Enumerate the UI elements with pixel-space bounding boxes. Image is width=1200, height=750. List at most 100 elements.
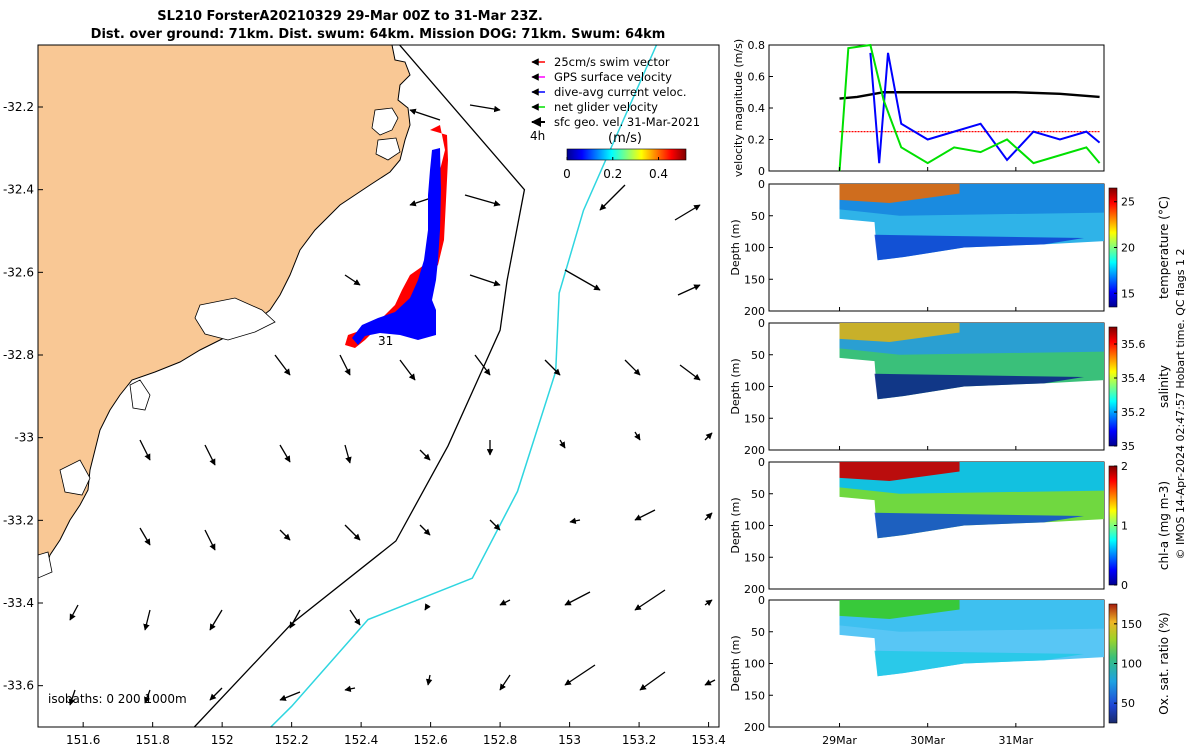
colorbar-tick-label: 0.2: [603, 167, 622, 181]
velocity-y-tick-label: 0.6: [748, 71, 766, 84]
velocity-y-tick-label: 0: [758, 165, 765, 178]
vector-arrow: [144, 689, 151, 704]
colorbar-tick-label: 35.6: [1121, 338, 1146, 351]
vector-arrow: [564, 664, 596, 686]
figure-subtitle: Dist. over ground: 71km. Dist. swum: 64k…: [91, 27, 666, 42]
time-tick-label: 30Mar: [910, 734, 945, 747]
lake: [371, 107, 399, 136]
depth-tick-label: 150: [744, 689, 765, 702]
depth-tick-label: 100: [744, 242, 765, 255]
colorbar-label: Ox. sat. ratio (%): [1157, 612, 1171, 714]
lake: [194, 297, 276, 341]
colorbar-tick-label: 150: [1121, 618, 1142, 631]
velocity-series-line: [839, 91, 1100, 100]
vector-arrow: [204, 529, 216, 551]
vector-arrow: [489, 519, 501, 531]
legend-label: GPS surface velocity: [554, 70, 672, 84]
vector-arrow: [279, 529, 291, 541]
map-y-tick-label: -32.4: [3, 183, 34, 197]
legend-label: sfc geo. vel. 31-Mar-2021: [554, 115, 700, 129]
depth-tick-label: 200: [744, 721, 765, 734]
lake: [129, 379, 151, 411]
vector-arrow: [674, 204, 701, 221]
figure-title: SL210 ForsterA20210329 29-Mar 00Z to 31-…: [157, 9, 543, 24]
lake: [375, 137, 401, 161]
map-x-ticks: 151.6 151.8 152 152.2 152.4 152.6 152.8 153 153.…: [66, 722, 726, 747]
depth-tick-label: 0: [758, 317, 765, 330]
vector-arrow: [704, 679, 716, 686]
swim-vectors-red: [345, 125, 448, 348]
velocity-plot-area: [768, 44, 1105, 172]
depth-tick-label: 50: [751, 349, 765, 362]
map-frame: [37, 44, 720, 728]
colorbar-tick-label: 100: [1121, 658, 1142, 671]
map-x-tick-label: 153.4: [691, 733, 725, 747]
vector-arrow: [564, 269, 601, 291]
section-colorbar: [1108, 326, 1118, 447]
vector-arrow: [677, 284, 701, 296]
section-panel: 0 50 100 150 200 Depth (m) 50 100 150 Ox. sat. ra…: [729, 594, 1171, 734]
vector-arrow: [634, 589, 666, 611]
lake: [59, 459, 91, 496]
arrow-scale-label: 4h: [530, 129, 545, 143]
vector-arrow: [564, 591, 591, 606]
colorbar-tick-label: 2: [1121, 460, 1128, 473]
vector-arrow: [279, 444, 291, 463]
vector-arrow: [704, 512, 713, 521]
depth-tick-label: 50: [751, 626, 765, 639]
vector-arrow: [419, 524, 431, 536]
depth-tick-label: 0: [758, 456, 765, 469]
depth-axis-label: Depth (m): [729, 497, 742, 553]
vector-arrow: [204, 444, 216, 466]
vector-arrow: [68, 689, 76, 706]
velocity-y-ticks: 0 0.2 0.4 0.6 0.8: [748, 39, 773, 178]
colorbar-tick-label: 35.2: [1121, 406, 1146, 419]
depth-tick-label: 200: [744, 444, 765, 457]
map-y-ticks: -32.2 -32.4 -32.6 -32.8 -33 -33.2 -33.4 -33.6: [3, 100, 43, 693]
map-colorbar-ticks: 0 0.2 0.4: [563, 157, 668, 181]
depth-tick-label: 50: [751, 488, 765, 501]
section-data: [839, 323, 960, 343]
map-y-tick-label: -32.6: [3, 265, 34, 279]
vector-arrow: [634, 431, 641, 441]
map-x-tick-label: 153.2: [622, 733, 656, 747]
vector-arrow: [344, 274, 361, 286]
map-y-tick-label: -33.6: [3, 679, 34, 693]
vector-arrow: [419, 449, 431, 461]
vector-arrow: [704, 599, 713, 607]
legend-label: net glider velocity: [554, 100, 658, 114]
velocity-y-tick-label: 0.4: [748, 102, 766, 115]
vector-arrow: [679, 364, 701, 381]
vector-arrow: [344, 444, 352, 464]
section-panel: 0 50 100 150 200 Depth (m) 35 35.2 35.4 35.6 salin…: [729, 317, 1171, 457]
colorbar-tick-label: 20: [1121, 242, 1135, 255]
colorbar-tick-label: 15: [1121, 287, 1135, 300]
velocity-y-tick-label: 0.2: [748, 134, 766, 147]
velocity-y-tick-label: 0.8: [748, 39, 766, 52]
vector-arrow: [344, 685, 356, 693]
colorbar-label: salinity: [1157, 365, 1171, 408]
time-tick-label: 31Mar: [998, 734, 1033, 747]
map-x-tick-label: 152.2: [274, 733, 308, 747]
vector-arrow: [639, 671, 666, 691]
colorbar-tick-label: 35.4: [1121, 372, 1146, 385]
map-y-tick-label: -33.4: [3, 596, 34, 610]
vector-arrow: [289, 609, 301, 629]
isobath-200m: [193, 45, 526, 727]
track-end-label: 31: [378, 334, 393, 348]
colorbar-tick-label: 0.4: [649, 167, 668, 181]
colorbar-tick-label: 0: [563, 167, 571, 181]
geostrophic-vectors: [68, 104, 716, 706]
vector-arrow: [339, 354, 351, 376]
depth-tick-label: 100: [744, 658, 765, 671]
vector-arrow: [409, 108, 441, 121]
section-data: [874, 650, 1084, 677]
legend-label: 25cm/s swim vector: [554, 55, 670, 69]
depth-tick-label: 100: [744, 381, 765, 394]
vector-arrow: [569, 517, 581, 525]
time-axis-ticks: 29Mar 30Mar 31Mar: [822, 167, 1034, 747]
depth-axis-label: Depth (m): [729, 635, 742, 691]
